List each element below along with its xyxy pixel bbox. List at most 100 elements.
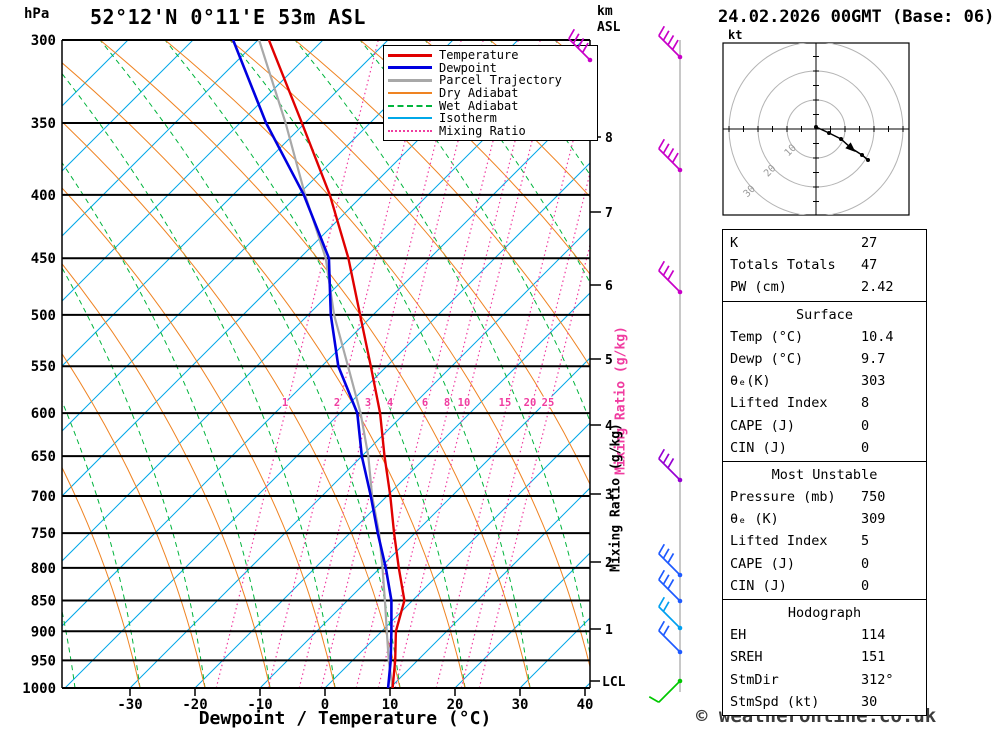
mixing-ratio-line: [267, 40, 431, 688]
km-tick-label: 7: [605, 206, 613, 221]
indices-general-box: K 27 Totals Totals 47 PW (cm) 2.42: [722, 229, 927, 302]
km-tick-label: 1: [605, 623, 613, 638]
index-row: StmDir 312°: [730, 669, 919, 691]
section-title: Most Unstable: [771, 466, 878, 483]
wind-barb-feather: [658, 596, 666, 608]
legend-item: Parcel Trajectory: [388, 74, 593, 87]
section-title: Hodograph: [787, 605, 862, 621]
dry-adiabat-line: [62, 466, 141, 688]
wet-adiabat-line: [62, 400, 141, 688]
legend-line-sample: [388, 78, 432, 82]
legend-item: Wet Adiabat: [388, 99, 593, 112]
index-value: 27: [861, 235, 878, 251]
isotherm-line: [62, 40, 454, 432]
wind-barb-staff: [658, 458, 681, 481]
index-label: Temp (°C): [730, 328, 804, 345]
dewpoint-curve: [231, 40, 393, 688]
mixing-ratio-value-label: 15: [499, 397, 512, 409]
dry-adiabat-line: [62, 187, 336, 688]
index-label: K: [730, 235, 739, 251]
index-value: 8: [861, 395, 870, 412]
legend-line-sample: [388, 53, 432, 57]
wind-barb: [568, 28, 593, 63]
isotherm-line: [454, 552, 590, 688]
isotherm-line: [259, 357, 590, 688]
mixing-ratio-value-label: 10: [458, 397, 471, 409]
index-value: 0: [861, 439, 870, 456]
index-label: Dewp (°C): [730, 350, 804, 367]
wind-barb: [658, 260, 683, 295]
index-value: 9.7: [861, 350, 886, 367]
index-row: SREH 151: [730, 646, 919, 668]
wind-barb-feather: [667, 270, 675, 281]
legend-item-label: Dewpoint: [439, 60, 497, 75]
wind-barb-staff: [658, 579, 681, 602]
wind-barb-feather: [572, 33, 580, 44]
km-tick-label: 5: [605, 353, 613, 368]
wet-adiabat-line: [62, 161, 271, 688]
wind-barb: [658, 620, 683, 655]
dry-adiabat-line: [62, 62, 466, 688]
wind-barb-feather: [658, 260, 666, 272]
mixing-ratio-line: [478, 242, 590, 688]
mixing-ratio-line: [215, 40, 379, 688]
isotherm-line: [62, 40, 324, 302]
index-row: CAPE (J) 0: [730, 415, 919, 437]
legend-item: Dry Adiabat: [388, 87, 593, 100]
wind-barb-staff: [658, 630, 681, 653]
isotherm-line: [129, 227, 590, 688]
isotherm-line: [62, 40, 194, 172]
km-tick-label: 2: [605, 556, 613, 571]
wind-barb-feather: [671, 152, 679, 164]
index-value: 151: [861, 649, 886, 666]
wind-barb-feather: [662, 30, 670, 41]
wind-barb-feather: [658, 138, 666, 150]
index-row: θₑ (K) 309: [730, 508, 919, 530]
pressure-tick-label: 500: [31, 308, 56, 324]
hodograph-trace-dot: [827, 131, 831, 135]
wind-barb: [658, 543, 683, 578]
index-row: K 27: [730, 232, 919, 254]
temp-tick-label: 0: [321, 697, 329, 713]
index-row: Lifted Index 8: [730, 392, 919, 414]
index-label: CAPE (J): [730, 417, 796, 434]
legend-item: Isotherm: [388, 112, 593, 125]
wind-barb-feather: [662, 548, 670, 559]
mixing-ratio-value-label: 20: [524, 397, 537, 409]
wind-barb-feather: [662, 453, 670, 464]
mixing-ratio-line: [377, 40, 541, 688]
wind-barb-staff: [658, 148, 681, 171]
isotherms-group: [62, 40, 590, 688]
mixing-ratio-axis-label: Mixing Ratio (g/kg): [608, 423, 624, 572]
profiles-clip: [231, 40, 406, 688]
indices-hodograph-box: Hodograph EH 114 SREH 151 StmDir 312° St…: [722, 599, 927, 716]
legend-item-label: Temperature: [439, 48, 519, 63]
hodograph-trace-dot: [860, 153, 864, 157]
index-row: CIN (J) 0: [730, 437, 919, 459]
wind-barb: [658, 448, 683, 483]
index-value: 47: [861, 257, 878, 274]
legend-line-sample: [388, 66, 432, 70]
plot-background: [62, 40, 590, 688]
corner-barb-overlay: [568, 28, 593, 63]
pressure-tick-label: 700: [31, 489, 56, 505]
index-value: 114: [861, 627, 886, 644]
wind-barb-staff: [658, 35, 681, 58]
isotherm-line: [62, 40, 519, 497]
isotherm-line: [64, 162, 590, 688]
wet-adiabat-line: [164, 40, 466, 688]
wet-adiabat-line: [359, 40, 590, 423]
mixing-ratio-lines-group: [215, 40, 590, 688]
isotherm-line: [62, 40, 259, 237]
index-value: 0: [861, 555, 870, 572]
wind-barb-staff: [568, 38, 591, 61]
legend: Temperature Dewpoint Parcel Trajectory D…: [383, 45, 598, 142]
wind-barb-feather: [577, 38, 585, 49]
index-value: 10.4: [861, 328, 894, 345]
wet-adiabat-line: [62, 266, 206, 688]
wind-barb-feather: [671, 39, 679, 51]
indices-most-unstable-box: Most Unstable Pressure (mb) 750 θₑ (K) 3…: [722, 460, 927, 600]
index-row: Temp (°C) 10.4: [730, 326, 919, 348]
